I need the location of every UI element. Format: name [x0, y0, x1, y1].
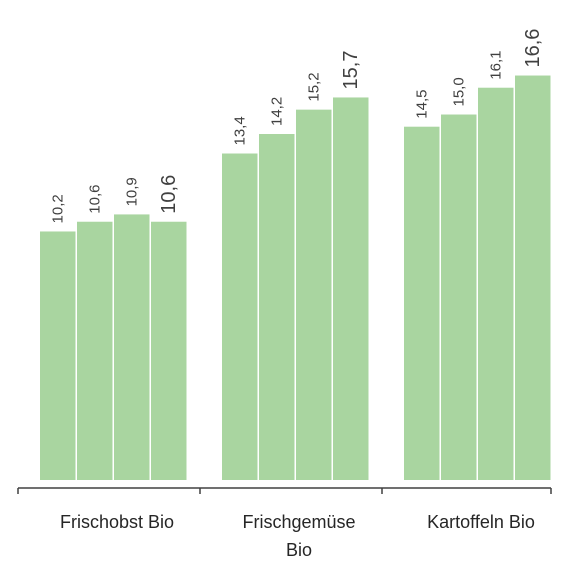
- x-tick-label: Frischobst Bio: [59, 512, 175, 532]
- value-label: 10,6: [86, 185, 103, 214]
- value-label: 16,6: [522, 29, 544, 68]
- value-label: 15,2: [305, 72, 322, 101]
- value-label: 14,5: [413, 89, 430, 118]
- value-label: 14,2: [268, 97, 285, 126]
- bar: [478, 87, 514, 481]
- bar: [114, 214, 150, 480]
- value-label: 15,0: [450, 77, 467, 106]
- value-label: 16,1: [487, 51, 504, 80]
- value-label: 10,6: [158, 175, 180, 214]
- bar: [222, 153, 258, 480]
- bar: [333, 97, 369, 481]
- bar: [259, 134, 295, 481]
- value-label: 10,9: [123, 177, 140, 206]
- x-tick-label: Kartoffeln Bio: [427, 512, 535, 532]
- value-label: 15,7: [340, 51, 362, 90]
- bar: [296, 109, 332, 481]
- x-tick-label: Frischgemüse Bio: [242, 512, 356, 560]
- value-label: 10,2: [49, 194, 66, 223]
- bar: [441, 114, 477, 481]
- bar: [515, 75, 551, 481]
- value-label: 13,4: [231, 116, 248, 145]
- bar: [40, 231, 76, 480]
- bar: [404, 126, 440, 481]
- bar: [151, 221, 187, 480]
- bar: [77, 221, 113, 480]
